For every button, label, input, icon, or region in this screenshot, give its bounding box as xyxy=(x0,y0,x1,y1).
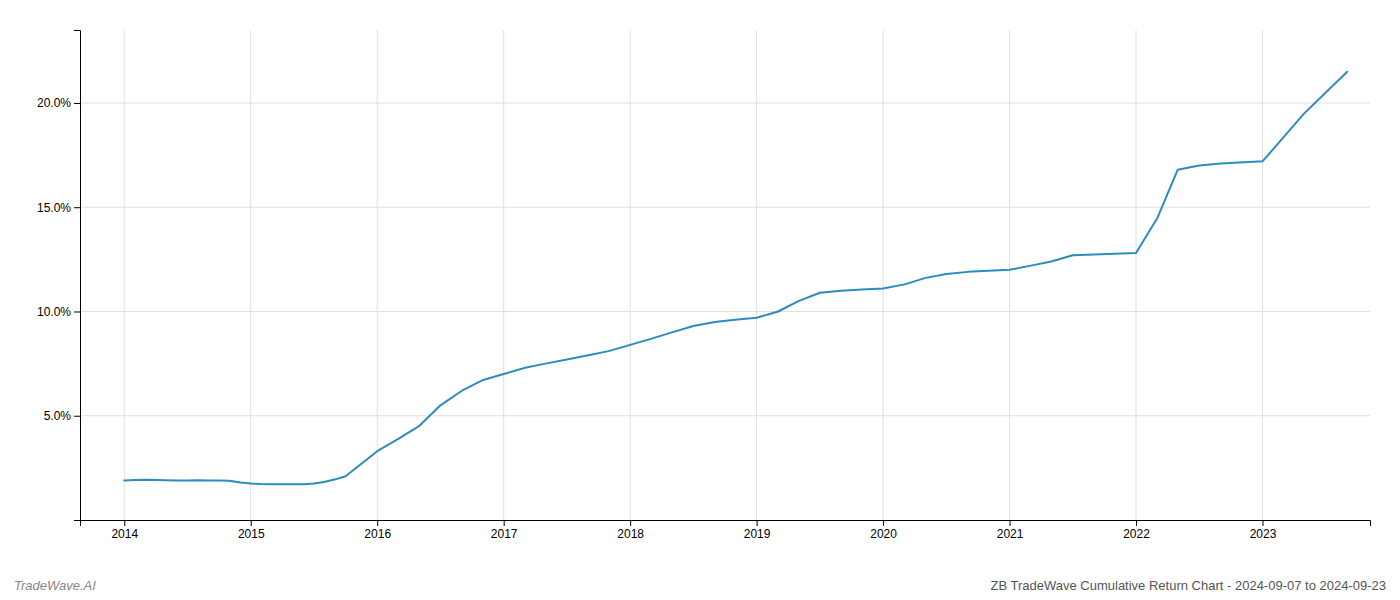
tick-mark xyxy=(74,311,80,312)
tick-label: 2015 xyxy=(238,527,265,541)
tick-label: 10.0% xyxy=(37,305,71,319)
tick-mark xyxy=(377,520,378,526)
tick-mark xyxy=(757,520,758,526)
grid-line xyxy=(124,30,125,520)
tick: 2014 xyxy=(111,520,138,541)
tick: 2023 xyxy=(1250,520,1277,541)
tick-label: 2021 xyxy=(997,527,1024,541)
grid-line xyxy=(80,102,1370,103)
tick-mark xyxy=(74,103,80,104)
grid-line xyxy=(80,311,1370,312)
grid-line xyxy=(377,30,378,520)
tick: 10.0% xyxy=(37,305,80,319)
marks xyxy=(124,72,1347,485)
grid-line xyxy=(756,30,757,520)
tick: 2020 xyxy=(870,520,897,541)
tick-mark xyxy=(1263,520,1264,526)
tick: 2016 xyxy=(364,520,391,541)
line xyxy=(124,72,1347,485)
axis-line xyxy=(74,31,81,521)
grid-line xyxy=(1009,30,1010,520)
tick-label: 2022 xyxy=(1123,527,1150,541)
tick-label: 2014 xyxy=(111,527,138,541)
axis-line xyxy=(81,521,1371,527)
tick: 2022 xyxy=(1123,520,1150,541)
tick-mark xyxy=(251,520,252,526)
tick-label: 2023 xyxy=(1250,527,1277,541)
tick-label: 2016 xyxy=(364,527,391,541)
tick: 2019 xyxy=(744,520,771,541)
y-axis: 5.0% 10.0% 15.0% 20.0% xyxy=(37,31,81,521)
grid-line xyxy=(250,30,251,520)
tick-label: 2020 xyxy=(870,527,897,541)
tick: 2015 xyxy=(238,520,265,541)
tick-label: 2019 xyxy=(744,527,771,541)
tick: 5.0% xyxy=(44,409,80,423)
tick: 2021 xyxy=(997,520,1024,541)
grid xyxy=(80,30,1370,520)
tick: 15.0% xyxy=(37,201,80,215)
tick-mark xyxy=(883,520,884,526)
title: ZB TradeWave Cumulative Return Chart - 2… xyxy=(991,578,1387,593)
grid-line xyxy=(883,30,884,520)
grid-line xyxy=(1262,30,1263,520)
grid-line xyxy=(80,207,1370,208)
tick-label: 20.0% xyxy=(37,96,71,110)
tick-label: 2018 xyxy=(617,527,644,541)
tick-mark xyxy=(504,520,505,526)
tick-label: 15.0% xyxy=(37,201,71,215)
x-axis: 2014 2015 2016 2017 2018 2019 2020 2021 2022 2023 xyxy=(81,520,1371,541)
tick-mark xyxy=(74,207,80,208)
tick: 2018 xyxy=(617,520,644,541)
tick-mark xyxy=(1136,520,1137,526)
tick-mark xyxy=(1010,520,1011,526)
grid-line xyxy=(503,30,504,520)
tick: 2017 xyxy=(491,520,518,541)
tick-mark xyxy=(630,520,631,526)
plot: 2014 2015 2016 2017 2018 2019 2020 2021 2022 2023… xyxy=(37,30,1371,541)
tick-mark xyxy=(74,416,80,417)
tick-label: 2017 xyxy=(491,527,518,541)
tick-mark xyxy=(124,520,125,526)
grid-line xyxy=(1136,30,1137,520)
watermark: TradeWave.AI xyxy=(14,578,96,593)
tick: 20.0% xyxy=(37,96,80,110)
chart: 2014 2015 2016 2017 2018 2019 2020 2021 2022 2023… xyxy=(0,0,1400,600)
tick-label: 5.0% xyxy=(44,409,72,423)
grid-line xyxy=(80,415,1370,416)
grid-line xyxy=(630,30,631,520)
